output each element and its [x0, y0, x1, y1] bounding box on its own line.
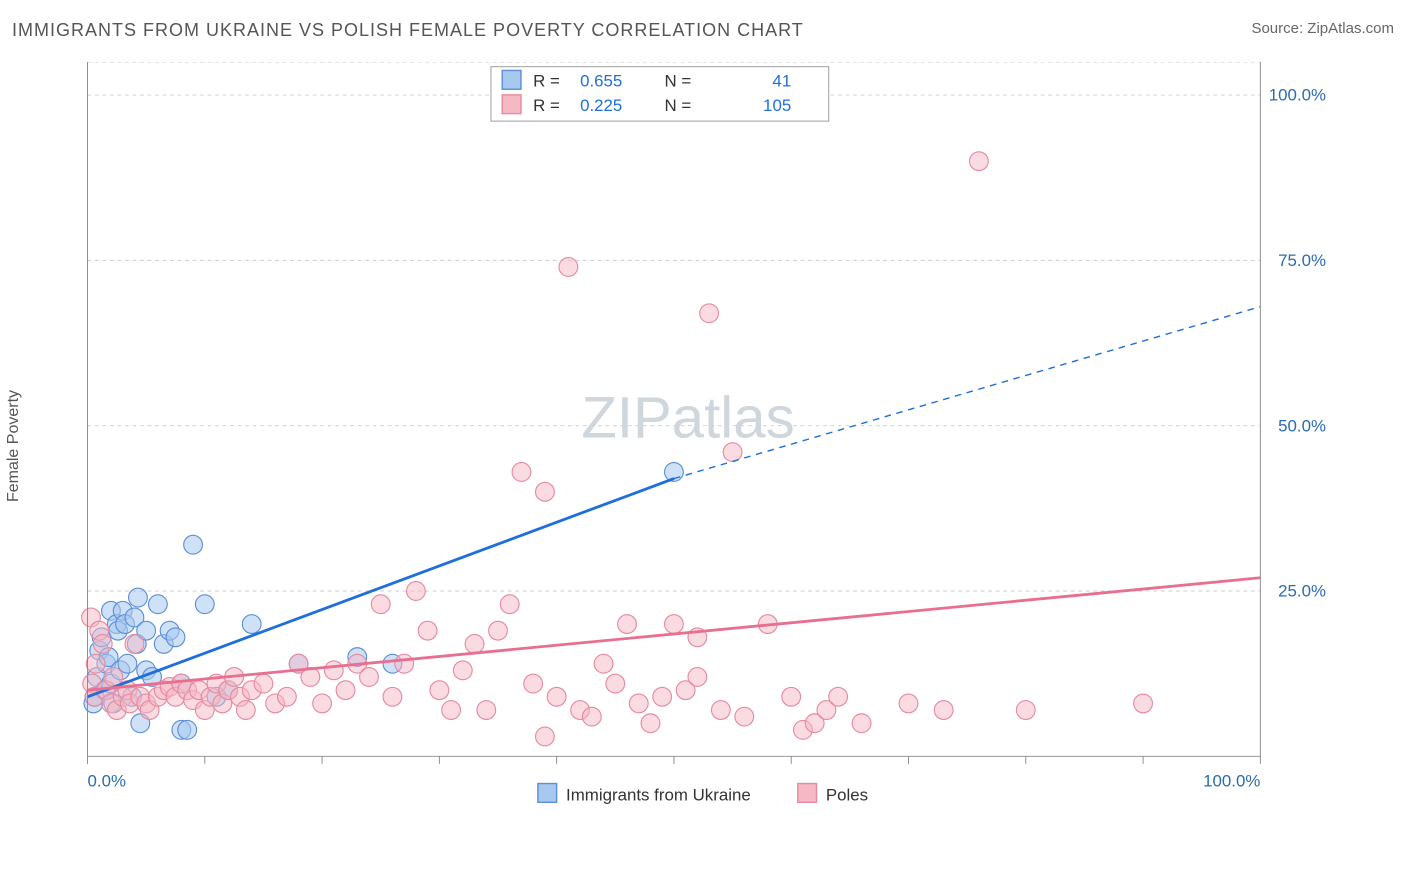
legend-series-label: Poles [826, 785, 868, 804]
data-point [500, 595, 519, 614]
data-point [86, 654, 105, 673]
x-tick-label: 0.0% [88, 771, 126, 790]
y-tick-label: 50.0% [1278, 416, 1326, 435]
legend-n-label: N = [665, 96, 692, 115]
y-axis-label: Female Poverty [5, 390, 23, 502]
data-point [735, 707, 754, 726]
data-point [477, 701, 496, 720]
legend-n-value: 105 [763, 96, 791, 115]
data-point [465, 635, 484, 654]
legend-swatch [502, 70, 521, 89]
data-point [93, 635, 112, 654]
data-point [129, 588, 148, 607]
data-point [524, 674, 543, 693]
data-point [852, 714, 871, 733]
legend-r-label: R = [533, 96, 560, 115]
data-point [383, 687, 402, 706]
data-point [618, 615, 637, 634]
regression-line-pink [88, 578, 1261, 690]
data-point [899, 694, 918, 713]
data-point [536, 482, 555, 501]
legend-n-value: 41 [772, 71, 791, 90]
legend-swatch [798, 784, 817, 803]
data-point [395, 654, 414, 673]
y-tick-label: 100.0% [1269, 86, 1326, 105]
data-point [641, 714, 660, 733]
data-point [1016, 701, 1035, 720]
data-point [629, 694, 648, 713]
data-point [278, 687, 297, 706]
data-point [688, 668, 707, 687]
legend-n-label: N = [665, 71, 692, 90]
data-point [254, 674, 273, 693]
data-point [178, 720, 197, 739]
data-point [723, 443, 742, 462]
data-point [782, 687, 801, 706]
source-label: Source: ZipAtlas.com [1251, 20, 1394, 41]
regression-line-blue [88, 479, 674, 697]
data-point [547, 687, 566, 706]
scatter-chart: 25.0% 50.0% 75.0% 100.0% ZIPatlas 0.0% 100.0… [48, 62, 1328, 822]
data-point [653, 687, 672, 706]
legend-r-value: 0.225 [580, 96, 622, 115]
data-point [148, 595, 167, 614]
data-point [512, 463, 531, 482]
x-tick-label: 100.0% [1203, 771, 1260, 790]
data-point [700, 304, 719, 323]
legend-r-label: R = [533, 71, 560, 90]
data-point [442, 701, 461, 720]
data-point [1134, 694, 1153, 713]
data-point [166, 628, 185, 647]
y-tick-label: 75.0% [1278, 251, 1326, 270]
data-point [430, 681, 449, 700]
data-point [371, 595, 390, 614]
data-point [324, 661, 343, 680]
data-point [313, 694, 332, 713]
data-point [360, 668, 379, 687]
data-point [336, 681, 355, 700]
data-point [489, 621, 508, 640]
data-point [418, 621, 437, 640]
data-point [184, 535, 203, 554]
data-point [453, 661, 472, 680]
legend-series-label: Immigrants from Ukraine [566, 785, 751, 804]
data-point [536, 727, 555, 746]
y-tick-label: 25.0% [1278, 582, 1326, 601]
data-point [242, 615, 261, 634]
data-point [118, 654, 137, 673]
data-point [594, 654, 613, 673]
data-point [236, 701, 255, 720]
data-point [559, 258, 578, 277]
chart-title: IMMIGRANTS FROM UKRAINE VS POLISH FEMALE… [12, 20, 804, 41]
data-point [711, 701, 730, 720]
data-point [195, 595, 214, 614]
data-point [582, 707, 601, 726]
data-point [125, 635, 144, 654]
data-point [606, 674, 625, 693]
legend-swatch [502, 95, 521, 114]
watermark-text: ZIPatlas [581, 385, 794, 450]
data-point [665, 615, 684, 634]
data-point [969, 152, 988, 171]
data-point [407, 582, 426, 601]
data-point [829, 687, 848, 706]
legend-r-value: 0.655 [580, 71, 622, 90]
legend-swatch [538, 784, 557, 803]
data-point [934, 701, 953, 720]
